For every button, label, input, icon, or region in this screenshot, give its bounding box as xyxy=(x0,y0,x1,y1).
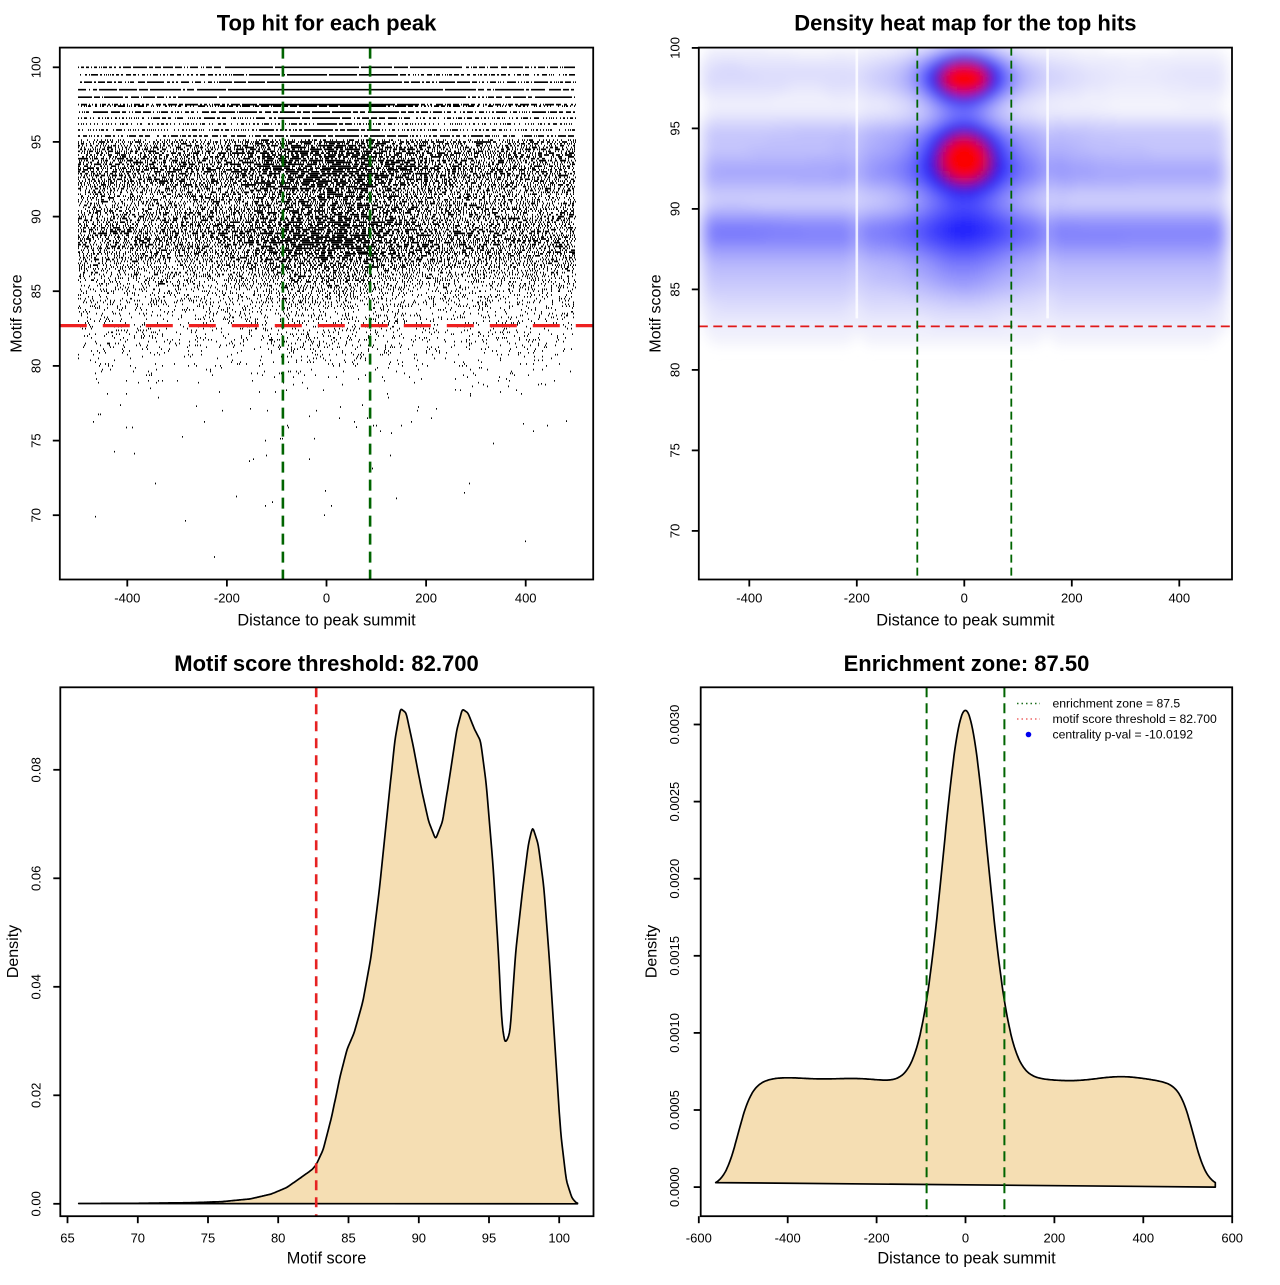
svg-text:90: 90 xyxy=(667,202,682,216)
svg-text:Enrichment zone: 87.50: Enrichment zone: 87.50 xyxy=(844,651,1090,676)
svg-text:0.02: 0.02 xyxy=(28,1083,43,1108)
svg-text:85: 85 xyxy=(341,1231,355,1246)
svg-text:70: 70 xyxy=(28,508,43,522)
svg-text:0.04: 0.04 xyxy=(28,974,43,999)
svg-text:Motif score: Motif score xyxy=(287,1250,367,1268)
svg-text:100: 100 xyxy=(667,37,682,59)
svg-text:400: 400 xyxy=(1168,591,1190,606)
svg-text:centrality p-val = -10.0192: centrality p-val = -10.0192 xyxy=(1053,728,1194,742)
svg-text:95: 95 xyxy=(667,121,682,135)
svg-text:motif score threshold = 82.700: motif score threshold = 82.700 xyxy=(1053,712,1218,726)
svg-text:80: 80 xyxy=(667,363,682,377)
svg-text:400: 400 xyxy=(515,591,537,606)
svg-text:Density: Density xyxy=(5,925,22,978)
svg-text:-200: -200 xyxy=(864,1231,890,1246)
svg-text:Motif score: Motif score xyxy=(647,274,664,352)
svg-text:0.00: 0.00 xyxy=(28,1191,43,1216)
svg-text:0.0030: 0.0030 xyxy=(667,705,682,745)
svg-text:90: 90 xyxy=(28,209,43,223)
svg-text:-200: -200 xyxy=(214,591,240,606)
svg-text:-400: -400 xyxy=(114,591,140,606)
svg-text:200: 200 xyxy=(1044,1231,1066,1246)
svg-text:95: 95 xyxy=(28,135,43,149)
svg-text:-400: -400 xyxy=(775,1231,801,1246)
svg-text:80: 80 xyxy=(271,1231,285,1246)
svg-text:0: 0 xyxy=(962,1231,969,1246)
svg-text:400: 400 xyxy=(1132,1231,1154,1246)
svg-text:Density heat map for the top h: Density heat map for the top hits xyxy=(794,11,1136,36)
svg-text:0.0010: 0.0010 xyxy=(667,1013,682,1053)
svg-text:0.0015: 0.0015 xyxy=(667,936,682,976)
svg-text:0.0000: 0.0000 xyxy=(667,1167,682,1207)
svg-text:0.0025: 0.0025 xyxy=(667,782,682,822)
svg-text:0.06: 0.06 xyxy=(28,866,43,891)
svg-text:Distance to peak summit: Distance to peak summit xyxy=(237,612,416,630)
svg-text:-200: -200 xyxy=(844,591,870,606)
svg-text:70: 70 xyxy=(131,1231,145,1246)
svg-text:0: 0 xyxy=(323,591,330,606)
svg-text:enrichment zone = 87.5: enrichment zone = 87.5 xyxy=(1053,697,1181,711)
svg-text:90: 90 xyxy=(412,1231,426,1246)
svg-text:-600: -600 xyxy=(686,1231,712,1246)
svg-text:0: 0 xyxy=(961,591,968,606)
svg-text:0.0005: 0.0005 xyxy=(667,1090,682,1130)
svg-text:200: 200 xyxy=(1061,591,1083,606)
svg-text:Density: Density xyxy=(644,925,661,978)
svg-text:Distance to peak summit: Distance to peak summit xyxy=(876,612,1055,630)
svg-text:75: 75 xyxy=(667,443,682,457)
svg-text:Motif score threshold: 82.700: Motif score threshold: 82.700 xyxy=(174,651,478,676)
svg-text:0.0020: 0.0020 xyxy=(667,859,682,899)
svg-text:75: 75 xyxy=(201,1231,215,1246)
svg-text:85: 85 xyxy=(667,282,682,296)
svg-text:200: 200 xyxy=(415,591,437,606)
svg-text:100: 100 xyxy=(28,56,43,78)
svg-text:70: 70 xyxy=(667,524,682,538)
svg-text:85: 85 xyxy=(28,284,43,298)
svg-text:80: 80 xyxy=(28,359,43,373)
svg-text:95: 95 xyxy=(482,1231,496,1246)
svg-text:-400: -400 xyxy=(736,591,762,606)
svg-text:65: 65 xyxy=(60,1231,74,1246)
svg-text:Motif score: Motif score xyxy=(9,274,26,352)
svg-text:0.08: 0.08 xyxy=(28,757,43,782)
svg-text:Distance to peak summit: Distance to peak summit xyxy=(877,1250,1056,1268)
svg-text:Top hit for each peak: Top hit for each peak xyxy=(217,11,437,36)
svg-text:600: 600 xyxy=(1221,1231,1243,1246)
svg-text:75: 75 xyxy=(28,433,43,447)
svg-text:100: 100 xyxy=(548,1231,570,1246)
